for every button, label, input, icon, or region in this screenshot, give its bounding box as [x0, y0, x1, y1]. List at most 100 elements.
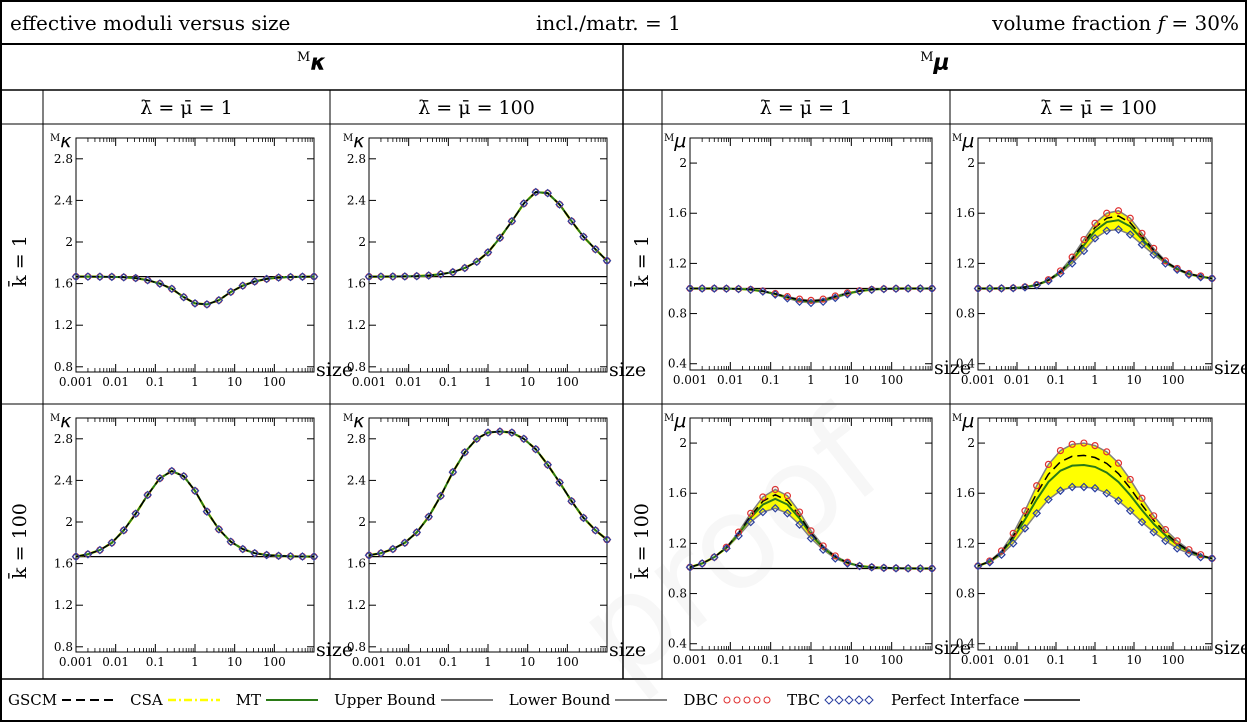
tbc-marker [226, 287, 236, 297]
y-axis-label: Mκ [343, 130, 365, 152]
tbc-marker [131, 273, 141, 283]
y-tick-label: 1.2 [54, 318, 73, 332]
y-tick-label: 1.6 [668, 206, 687, 220]
x-tick-label: 0.001 [673, 653, 707, 667]
tbc-marker [591, 525, 600, 535]
dbc-marker [1197, 551, 1205, 559]
sub-header-4: λ̄ = μ̄ = 100 [1040, 97, 1157, 119]
x-tick-label: 0.01 [717, 653, 744, 667]
y-tick-label: 2 [358, 235, 366, 249]
tbc-marker [472, 434, 482, 444]
y-tick-label: 2.8 [54, 432, 73, 446]
dbc-marker [1138, 229, 1146, 237]
y-tick-label: 2 [65, 515, 73, 529]
dbc-marker [831, 292, 839, 300]
tbc-marker [1020, 282, 1030, 292]
tbc-marker [1079, 246, 1089, 256]
figure-title: effective moduli versus size [10, 11, 291, 35]
dbc-marker [1068, 440, 1076, 448]
tbc-marker [448, 467, 458, 477]
tbc-marker [412, 528, 422, 537]
tbc-marker [1149, 250, 1159, 259]
x-tick-label: 0.01 [1004, 653, 1031, 667]
tbc-marker [400, 272, 410, 281]
y-tick-label: 1.6 [956, 206, 975, 220]
col-group-mu: Mμ [920, 50, 950, 76]
chart-3: 0.001 0.01 0.1 1 10 100 0.4 0.8 1.2 1.6 2 Mμ size [664, 130, 971, 387]
tbc-marker [1137, 240, 1147, 249]
x-tick-label: 0.01 [395, 375, 422, 389]
x-tick-label: 10 [227, 655, 242, 669]
tbc-marker [274, 551, 283, 561]
tbc-marker [830, 554, 840, 563]
tbc-marker [543, 188, 553, 198]
tbc-marker [119, 272, 129, 282]
dbc-marker [1173, 537, 1181, 545]
tbc-marker [602, 535, 612, 545]
tbc-marker [879, 563, 889, 573]
tbc-marker [483, 428, 493, 437]
tbc-marker [143, 275, 152, 285]
dbc-marker [807, 296, 815, 304]
tbc-marker [1172, 265, 1182, 275]
legend-csa: CSA [130, 691, 220, 709]
tbc-marker [1008, 539, 1018, 548]
x-tick-label: 1 [191, 655, 199, 669]
tbc-marker [131, 509, 141, 519]
tbc-marker [1079, 482, 1089, 492]
tbc-marker [460, 263, 470, 273]
tbc-marker [985, 557, 995, 567]
y-tick-label: 0.8 [347, 360, 366, 374]
tbc-marker [927, 564, 937, 573]
dbc-marker [1091, 441, 1099, 450]
tbc-marker [891, 284, 901, 293]
tbc-marker [364, 550, 374, 560]
tbc-marker [867, 562, 877, 572]
gscm-line [978, 215, 1213, 290]
tbc-marker [143, 490, 152, 500]
x-tick-label: 100 [556, 655, 579, 669]
tbc-marker [915, 284, 925, 293]
y-tick-label: 2.4 [54, 193, 73, 207]
x-tick-label: 1 [191, 375, 199, 389]
tbc-marker [783, 293, 792, 303]
tbc-marker [519, 199, 529, 208]
x-tick-label: 0.001 [961, 653, 995, 667]
legend: GSCM CSA MT Upper Bound Lower Bound DBC [8, 686, 1096, 714]
tbc-marker [155, 473, 165, 483]
tbc-marker [602, 256, 612, 266]
tbc-marker [238, 544, 248, 554]
dbc-marker [795, 508, 804, 516]
x-tick-label: 100 [1162, 653, 1185, 667]
tbc-marker [286, 551, 295, 561]
tbc-marker [167, 284, 177, 294]
dbc-marker [1114, 459, 1123, 467]
tbc-marker [1044, 276, 1053, 286]
legend-upper-bound: Upper Bound [334, 691, 493, 709]
y-tick-label: 1.6 [54, 277, 73, 291]
tbc-marker [262, 274, 271, 284]
tbc-marker [1102, 226, 1112, 236]
x-tick-label: 0.01 [1004, 373, 1031, 387]
tbc-marker [1207, 274, 1217, 283]
dbc-marker [1103, 209, 1111, 217]
tbc-marker [309, 552, 319, 561]
tbc-marker [1196, 552, 1206, 562]
y-tick-label: 0.8 [956, 307, 975, 321]
tbc-marker [795, 297, 804, 307]
tbc-marker [1032, 280, 1042, 290]
x-tick-label: 100 [1162, 373, 1185, 387]
volume-fraction-label: volume fraction f = 30% [992, 11, 1239, 35]
tbc-marker [214, 295, 224, 305]
dbc-marker [795, 295, 804, 303]
dbc-marker [1126, 214, 1134, 222]
tbc-marker [507, 216, 517, 226]
dbc-marker [1056, 447, 1065, 455]
legend-mt: MT [235, 691, 319, 709]
tbc-marker [519, 434, 529, 444]
y-axis-label: Mμ [952, 410, 974, 432]
row-label-1: k̄ = 1 [9, 235, 31, 287]
x-axis-label: size [1214, 637, 1247, 659]
